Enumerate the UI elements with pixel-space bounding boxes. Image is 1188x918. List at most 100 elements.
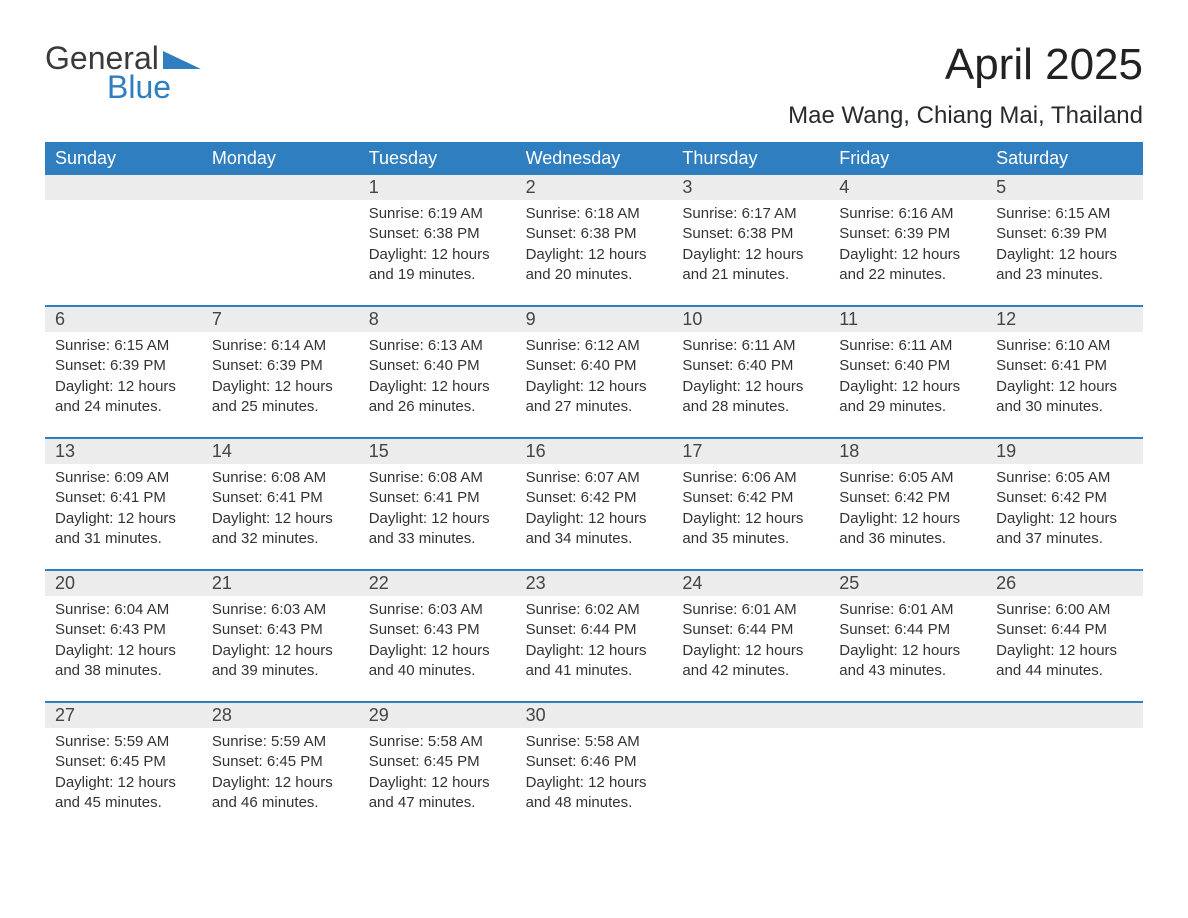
week-daynum-row: 12345	[45, 175, 1143, 200]
day-number: 28	[202, 703, 359, 728]
day-cell: Sunrise: 5:58 AMSunset: 6:46 PMDaylight:…	[516, 728, 673, 819]
day-number: 19	[986, 439, 1143, 464]
daylight-text: Daylight: 12 hours and 41 minutes.	[526, 641, 663, 682]
logo: General Blue	[45, 40, 201, 106]
day-cell: Sunrise: 6:15 AMSunset: 6:39 PMDaylight:…	[45, 332, 202, 423]
sunrise-text: Sunrise: 6:10 AM	[996, 336, 1133, 356]
day-cell: Sunrise: 6:07 AMSunset: 6:42 PMDaylight:…	[516, 464, 673, 555]
daylight-text: Daylight: 12 hours and 47 minutes.	[369, 773, 506, 814]
sunrise-text: Sunrise: 6:05 AM	[996, 468, 1133, 488]
sunset-text: Sunset: 6:42 PM	[839, 488, 976, 508]
day-cell: Sunrise: 6:06 AMSunset: 6:42 PMDaylight:…	[672, 464, 829, 555]
sunset-text: Sunset: 6:41 PM	[369, 488, 506, 508]
daylight-text: Daylight: 12 hours and 22 minutes.	[839, 245, 976, 286]
dow-tuesday: Tuesday	[359, 142, 516, 175]
sunset-text: Sunset: 6:39 PM	[55, 356, 192, 376]
day-cell: Sunrise: 6:08 AMSunset: 6:41 PMDaylight:…	[202, 464, 359, 555]
daylight-text: Daylight: 12 hours and 35 minutes.	[682, 509, 819, 550]
day-cell: Sunrise: 6:09 AMSunset: 6:41 PMDaylight:…	[45, 464, 202, 555]
day-number	[829, 703, 986, 728]
daylight-text: Daylight: 12 hours and 43 minutes.	[839, 641, 976, 682]
day-number: 3	[672, 175, 829, 200]
day-cell: Sunrise: 5:59 AMSunset: 6:45 PMDaylight:…	[202, 728, 359, 819]
sunset-text: Sunset: 6:43 PM	[369, 620, 506, 640]
day-number: 24	[672, 571, 829, 596]
day-cell: Sunrise: 6:15 AMSunset: 6:39 PMDaylight:…	[986, 200, 1143, 291]
day-cell: Sunrise: 6:03 AMSunset: 6:43 PMDaylight:…	[359, 596, 516, 687]
sunset-text: Sunset: 6:41 PM	[996, 356, 1133, 376]
sunrise-text: Sunrise: 6:00 AM	[996, 600, 1133, 620]
day-cell: Sunrise: 6:01 AMSunset: 6:44 PMDaylight:…	[829, 596, 986, 687]
sunset-text: Sunset: 6:42 PM	[526, 488, 663, 508]
sunrise-text: Sunrise: 6:18 AM	[526, 204, 663, 224]
day-cell: Sunrise: 6:14 AMSunset: 6:39 PMDaylight:…	[202, 332, 359, 423]
daylight-text: Daylight: 12 hours and 27 minutes.	[526, 377, 663, 418]
sunset-text: Sunset: 6:43 PM	[55, 620, 192, 640]
sunset-text: Sunset: 6:44 PM	[526, 620, 663, 640]
day-number: 29	[359, 703, 516, 728]
sunrise-text: Sunrise: 6:15 AM	[996, 204, 1133, 224]
sunrise-text: Sunrise: 6:19 AM	[369, 204, 506, 224]
sunset-text: Sunset: 6:45 PM	[212, 752, 349, 772]
day-number: 30	[516, 703, 673, 728]
sunset-text: Sunset: 6:38 PM	[682, 224, 819, 244]
dow-saturday: Saturday	[986, 142, 1143, 175]
daylight-text: Daylight: 12 hours and 44 minutes.	[996, 641, 1133, 682]
sunrise-text: Sunrise: 6:11 AM	[682, 336, 819, 356]
sunrise-text: Sunrise: 6:05 AM	[839, 468, 976, 488]
week-daynum-row: 27282930	[45, 701, 1143, 728]
day-cell: Sunrise: 6:12 AMSunset: 6:40 PMDaylight:…	[516, 332, 673, 423]
daylight-text: Daylight: 12 hours and 40 minutes.	[369, 641, 506, 682]
sunrise-text: Sunrise: 5:59 AM	[55, 732, 192, 752]
logo-text-blue: Blue	[107, 69, 171, 106]
day-number: 18	[829, 439, 986, 464]
day-number: 5	[986, 175, 1143, 200]
day-cell: Sunrise: 6:04 AMSunset: 6:43 PMDaylight:…	[45, 596, 202, 687]
daylight-text: Daylight: 12 hours and 19 minutes.	[369, 245, 506, 286]
week-body-row: Sunrise: 6:04 AMSunset: 6:43 PMDaylight:…	[45, 596, 1143, 687]
sunrise-text: Sunrise: 6:01 AM	[839, 600, 976, 620]
day-number: 2	[516, 175, 673, 200]
day-cell: Sunrise: 6:13 AMSunset: 6:40 PMDaylight:…	[359, 332, 516, 423]
dow-friday: Friday	[829, 142, 986, 175]
day-number: 6	[45, 307, 202, 332]
day-number: 22	[359, 571, 516, 596]
daylight-text: Daylight: 12 hours and 30 minutes.	[996, 377, 1133, 418]
day-number: 4	[829, 175, 986, 200]
daylight-text: Daylight: 12 hours and 20 minutes.	[526, 245, 663, 286]
location-subtitle: Mae Wang, Chiang Mai, Thailand	[788, 102, 1143, 130]
daylight-text: Daylight: 12 hours and 46 minutes.	[212, 773, 349, 814]
day-cell: Sunrise: 6:00 AMSunset: 6:44 PMDaylight:…	[986, 596, 1143, 687]
page-header: General Blue April 2025 Mae Wang, Chiang…	[45, 40, 1143, 130]
calendar: SundayMondayTuesdayWednesdayThursdayFrid…	[45, 142, 1143, 819]
daylight-text: Daylight: 12 hours and 23 minutes.	[996, 245, 1133, 286]
day-number: 16	[516, 439, 673, 464]
sunset-text: Sunset: 6:44 PM	[839, 620, 976, 640]
sunrise-text: Sunrise: 5:59 AM	[212, 732, 349, 752]
sunset-text: Sunset: 6:40 PM	[839, 356, 976, 376]
dow-sunday: Sunday	[45, 142, 202, 175]
day-of-week-header: SundayMondayTuesdayWednesdayThursdayFrid…	[45, 142, 1143, 175]
sunset-text: Sunset: 6:41 PM	[212, 488, 349, 508]
day-number	[986, 703, 1143, 728]
dow-wednesday: Wednesday	[516, 142, 673, 175]
sunset-text: Sunset: 6:46 PM	[526, 752, 663, 772]
sunrise-text: Sunrise: 6:11 AM	[839, 336, 976, 356]
sunrise-text: Sunrise: 5:58 AM	[526, 732, 663, 752]
daylight-text: Daylight: 12 hours and 24 minutes.	[55, 377, 192, 418]
daylight-text: Daylight: 12 hours and 31 minutes.	[55, 509, 192, 550]
day-cell: Sunrise: 6:11 AMSunset: 6:40 PMDaylight:…	[672, 332, 829, 423]
day-number: 17	[672, 439, 829, 464]
day-cell: Sunrise: 6:02 AMSunset: 6:44 PMDaylight:…	[516, 596, 673, 687]
day-cell: Sunrise: 6:05 AMSunset: 6:42 PMDaylight:…	[986, 464, 1143, 555]
day-number: 14	[202, 439, 359, 464]
day-number: 20	[45, 571, 202, 596]
day-cell: Sunrise: 6:03 AMSunset: 6:43 PMDaylight:…	[202, 596, 359, 687]
week-body-row: Sunrise: 6:15 AMSunset: 6:39 PMDaylight:…	[45, 332, 1143, 423]
daylight-text: Daylight: 12 hours and 45 minutes.	[55, 773, 192, 814]
sunrise-text: Sunrise: 6:07 AM	[526, 468, 663, 488]
day-cell: Sunrise: 5:59 AMSunset: 6:45 PMDaylight:…	[45, 728, 202, 819]
day-number: 9	[516, 307, 673, 332]
sunrise-text: Sunrise: 6:03 AM	[369, 600, 506, 620]
day-cell	[45, 200, 202, 291]
